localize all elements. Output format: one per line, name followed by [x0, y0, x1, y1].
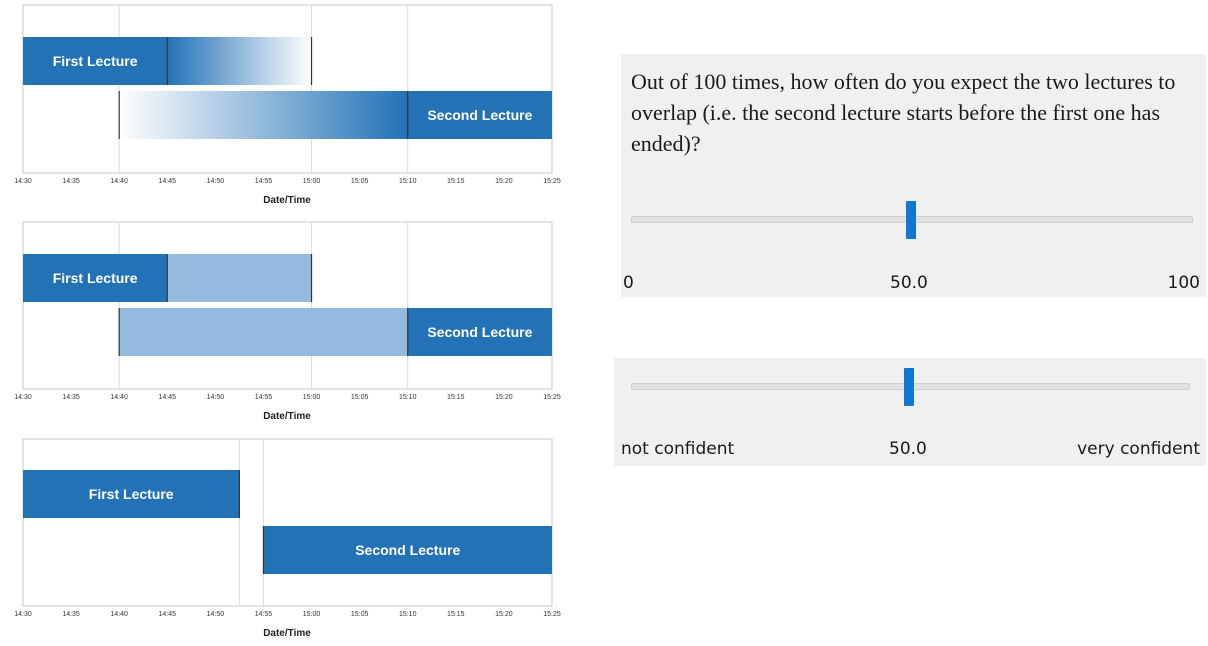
chart-3-tick-label: 14:40	[110, 611, 128, 618]
overlap-question-panel: Out of 100 times, how often do you expec…	[621, 54, 1206, 297]
chart-2-tick-label: 15:10	[399, 394, 417, 401]
chart-1-x-axis-label: Date/Time	[263, 195, 311, 206]
chart-1-second-lecture-label: Second Lecture	[427, 107, 532, 123]
chart-2-x-axis-label: Date/Time	[263, 411, 311, 422]
chart-2-tick-label: 14:30	[14, 394, 32, 401]
confidence-slider-min-label: not confident	[621, 439, 735, 459]
chart-3-tick-label: 15:05	[351, 611, 369, 618]
chart-3-tick-label: 14:55	[255, 611, 273, 618]
chart-1-tick-label: 14:45	[159, 178, 177, 185]
chart-1-tick-label: 15:20	[495, 178, 513, 185]
chart-2-tick-label: 15:15	[447, 394, 465, 401]
chart-1-tick-label: 15:00	[303, 178, 321, 185]
chart-2-tick-label: 15:25	[543, 394, 561, 401]
chart-1-tick-label: 15:10	[399, 178, 417, 185]
chart-1-tick-label: 15:25	[543, 178, 561, 185]
chart-3-second-lecture-bar	[263, 526, 552, 574]
overlap-slider-value-label: 50.0	[890, 273, 928, 293]
chart-1-tick-label: 14:40	[110, 178, 128, 185]
chart-2-tick-label: 14:40	[110, 394, 128, 401]
chart-3-tick-label: 15:00	[303, 611, 321, 618]
chart-2-tick-label: 15:20	[495, 394, 513, 401]
chart-3-tick-label: 14:50	[207, 611, 225, 618]
chart-3-tick-label: 14:45	[159, 611, 177, 618]
overlap-slider-min-label: 0	[623, 273, 634, 293]
chart-2-tick-label: 15:05	[351, 394, 369, 401]
chart-2-frame	[22, 221, 553, 390]
chart-2-second-lecture-label: Second Lecture	[427, 324, 532, 340]
chart-2-second-lecture-uncertainty	[119, 308, 408, 356]
chart-2-first-lecture-label: First Lecture	[53, 270, 138, 286]
question-text: Out of 100 times, how often do you expec…	[631, 69, 1176, 156]
chart-1-second-lecture-uncertainty	[119, 91, 408, 139]
chart-1-first-lecture-uncertainty	[167, 37, 312, 85]
chart-2-first-lecture-uncertainty	[167, 254, 312, 302]
confidence-slider-value-label: 50.0	[889, 439, 927, 459]
overlap-slider-max-label: 100	[1167, 273, 1200, 293]
chart-1-frame	[22, 4, 553, 174]
chart-3-tick-label: 15:25	[543, 611, 561, 618]
chart-1-tick-label: 14:30	[14, 178, 32, 185]
chart-2-first-lecture-bar	[23, 254, 168, 302]
chart-3-x-axis-label: Date/Time	[263, 628, 311, 639]
lecture-timeline-charts: First Lecture Second Lecture 14:30 14:35 14:…	[14, 4, 561, 639]
chart-1-tick-label: 14:55	[255, 178, 273, 185]
chart-2-tick-label: 14:50	[207, 394, 225, 401]
chart-1-tick-label: 14:35	[62, 178, 80, 185]
chart-2-tick-label: 14:55	[255, 394, 273, 401]
chart-3-first-lecture-label: First Lecture	[89, 486, 174, 502]
confidence-slider-thumb[interactable]	[904, 368, 914, 406]
chart-1-tick-label: 15:15	[447, 178, 465, 185]
chart-1-second-lecture-bar	[407, 91, 552, 139]
chart-2-tick-label: 14:35	[62, 394, 80, 401]
chart-2-tick-label: 15:00	[303, 394, 321, 401]
chart-1-first-lecture-label: First Lecture	[53, 53, 138, 69]
chart-3-tick-label: 15:20	[495, 611, 513, 618]
chart-3-tick-label: 14:35	[62, 611, 80, 618]
chart-3-tick-label: 14:30	[14, 611, 32, 618]
confidence-panel: not confident 50.0 very confident	[614, 358, 1206, 466]
chart-1-tick-label: 14:50	[207, 178, 225, 185]
chart-3-tick-label: 15:10	[399, 611, 417, 618]
chart-3-first-lecture-bar	[23, 470, 240, 518]
chart-2-tick-label: 14:45	[159, 394, 177, 401]
chart-1-first-lecture-bar	[23, 37, 168, 85]
confidence-slider-max-label: very confident	[1077, 439, 1200, 459]
chart-3-tick-label: 15:15	[447, 611, 465, 618]
chart-3-second-lecture-label: Second Lecture	[355, 542, 460, 558]
chart-2-second-lecture-bar	[407, 308, 552, 356]
overlap-slider-thumb[interactable]	[906, 201, 916, 239]
chart-1-tick-label: 15:05	[351, 178, 369, 185]
chart-3-frame	[22, 438, 553, 607]
